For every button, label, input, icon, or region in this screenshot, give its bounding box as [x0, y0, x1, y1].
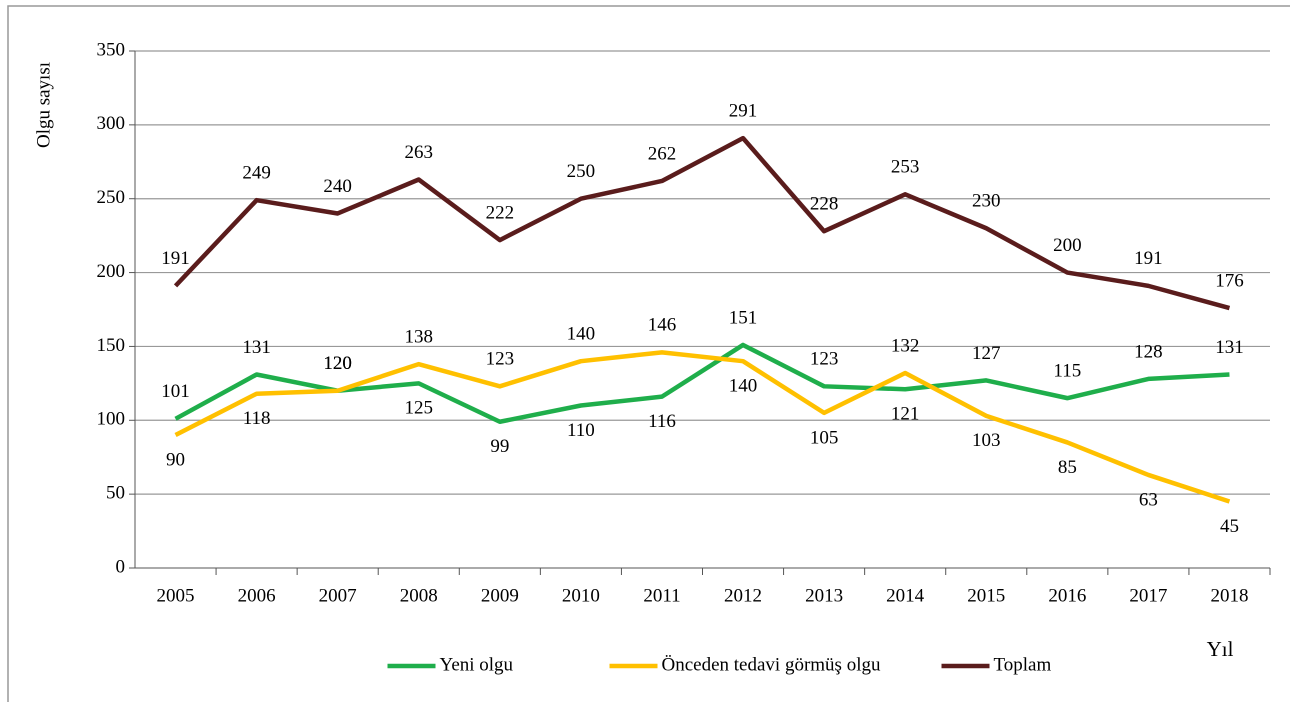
data-label: 45 — [1220, 516, 1239, 537]
x-tick-label: 2015 — [967, 585, 1005, 606]
legend-label: Toplam — [994, 654, 1052, 675]
data-label: 121 — [891, 404, 920, 425]
y-tick-label: 0 — [116, 556, 126, 577]
x-tick-label: 2006 — [238, 585, 276, 606]
data-label: 120 — [323, 353, 352, 374]
y-tick-label: 100 — [97, 409, 126, 430]
series-line — [174, 342, 1230, 425]
data-label: 127 — [972, 343, 1001, 364]
data-label: 146 — [648, 315, 677, 336]
y-tick-label: 150 — [97, 335, 126, 356]
y-tick-label: 300 — [97, 113, 126, 134]
data-label: 191 — [161, 248, 190, 269]
x-tick-label: 2010 — [562, 585, 600, 606]
data-label: 228 — [810, 194, 839, 215]
data-label: 131 — [1215, 337, 1244, 358]
frame — [7, 5, 1290, 702]
data-label: 240 — [323, 176, 352, 197]
x-tick-label: 2005 — [157, 585, 195, 606]
series-line — [173, 135, 1231, 311]
data-label: 118 — [243, 408, 271, 429]
data-label: 253 — [891, 157, 920, 178]
x-tick-label: 2012 — [724, 585, 762, 606]
legend-label: Önceden tedavi görmüş olgu — [662, 654, 881, 675]
x-tick-label: 2018 — [1210, 585, 1248, 606]
data-label: 123 — [810, 349, 839, 370]
data-label: 200 — [1053, 235, 1082, 256]
y-axis-title: Olgu sayısı — [33, 62, 54, 148]
data-label: 101 — [161, 381, 190, 402]
x-tick-label: 2011 — [643, 585, 680, 606]
data-label: 191 — [1134, 248, 1163, 269]
data-label: 103 — [972, 430, 1001, 451]
data-label: 85 — [1058, 457, 1077, 478]
x-axis-title: Yıl — [1207, 637, 1234, 661]
x-tick-label: 2009 — [481, 585, 519, 606]
y-tick-label: 250 — [97, 187, 126, 208]
x-tick-label: 2016 — [1048, 585, 1086, 606]
data-label: 63 — [1139, 489, 1158, 510]
data-label: 120 — [323, 353, 352, 374]
y-tick-label: 200 — [97, 261, 126, 282]
data-label: 250 — [567, 161, 596, 182]
x-tick-label: 2013 — [805, 585, 843, 606]
data-label: 90 — [166, 449, 185, 470]
data-label: 222 — [486, 202, 515, 223]
data-label: 176 — [1215, 270, 1244, 291]
data-label: 110 — [567, 420, 595, 441]
x-tick-label: 2008 — [400, 585, 438, 606]
data-label: 128 — [1134, 341, 1163, 362]
data-label: 105 — [810, 427, 839, 448]
x-tick-label: 2014 — [886, 585, 925, 606]
data-label: 138 — [405, 327, 434, 348]
data-label: 263 — [405, 142, 434, 163]
data-label: 99 — [490, 436, 509, 457]
legend-label: Yeni olgu — [440, 654, 514, 675]
data-label: 140 — [729, 376, 758, 397]
data-label: 230 — [972, 191, 1001, 212]
data-label: 125 — [405, 398, 434, 419]
data-label: 151 — [729, 307, 758, 328]
x-tick-label: 2017 — [1129, 585, 1167, 606]
y-tick-label: 50 — [106, 483, 125, 504]
data-label: 262 — [648, 143, 677, 164]
data-label: 140 — [567, 324, 596, 345]
x-tick-label: 2007 — [319, 585, 357, 606]
data-label: 132 — [891, 335, 920, 356]
data-label: 291 — [729, 101, 758, 122]
data-label: 116 — [648, 411, 676, 432]
data-label: 123 — [486, 349, 515, 370]
series-line — [174, 350, 1231, 504]
data-label: 249 — [242, 163, 271, 184]
data-label: 131 — [242, 337, 271, 358]
y-tick-label: 350 — [97, 39, 126, 60]
data-label: 115 — [1053, 360, 1081, 381]
